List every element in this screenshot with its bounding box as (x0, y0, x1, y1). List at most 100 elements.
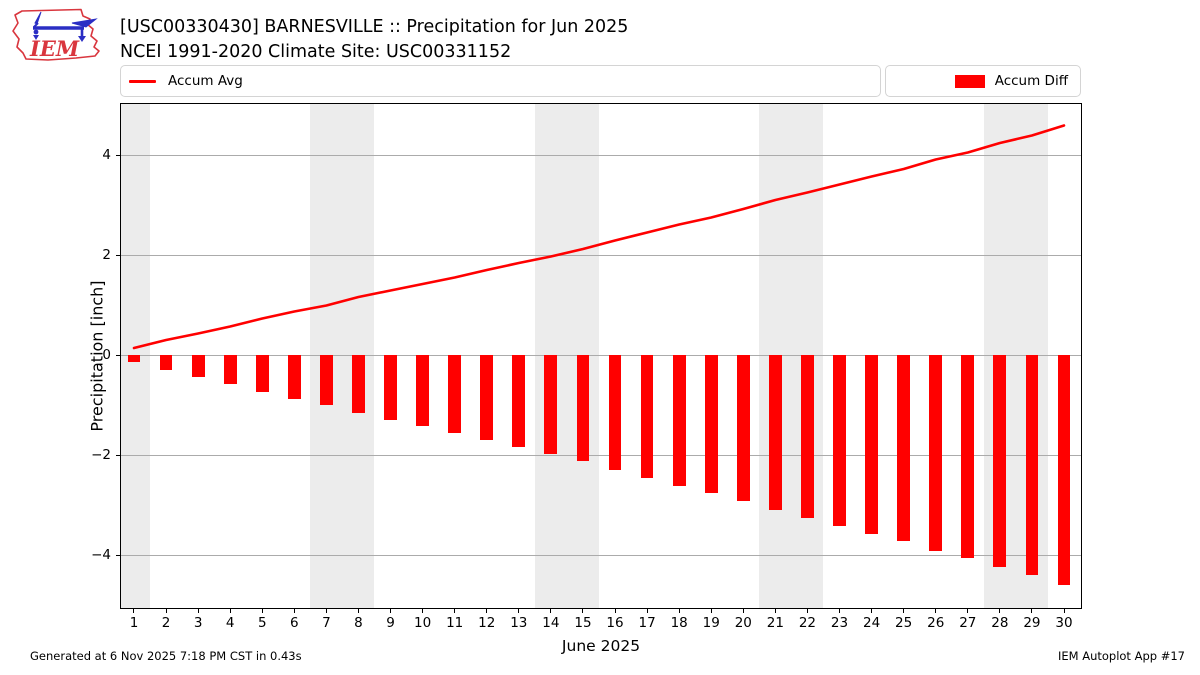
accum-diff-bar-day-17 (640, 355, 654, 478)
iem-logo: IEM (12, 8, 100, 61)
x-tick-label-11: 11 (446, 615, 464, 631)
x-tick-27 (967, 608, 969, 613)
x-tick-17 (646, 608, 648, 613)
x-tick-30 (1063, 608, 1065, 613)
x-tick-12 (486, 608, 488, 613)
page-title: [USC00330430] BARNESVILLE :: Precipitati… (120, 17, 629, 37)
x-tick-label-27: 27 (959, 615, 977, 631)
y-tick-label-2: 2 (102, 247, 111, 263)
accum-diff-bar-day-24 (865, 355, 878, 534)
x-tick-label-19: 19 (702, 615, 720, 631)
x-tick-label-16: 16 (606, 615, 624, 631)
x-tick-3 (197, 608, 199, 613)
x-tick-label-23: 23 (830, 615, 849, 631)
x-tick-label-29: 29 (1023, 615, 1041, 631)
x-tick-label-18: 18 (670, 615, 688, 631)
y-tick-4 (116, 154, 121, 156)
page-subtitle: NCEI 1991-2020 Climate Site: USC00331152 (120, 42, 512, 62)
accum-diff-bar-day-27 (961, 355, 975, 558)
accum-diff-bar-day-20 (736, 355, 750, 501)
y-tick-label--2: −2 (91, 447, 111, 463)
x-tick-2 (165, 608, 167, 613)
x-tick-label-24: 24 (862, 615, 881, 631)
x-tick-7 (325, 608, 327, 613)
gridline-y--2 (121, 454, 1081, 456)
x-tick-label-22: 22 (798, 615, 817, 631)
y-tick--2 (116, 454, 121, 456)
x-tick-19 (710, 608, 712, 613)
x-tick-23 (839, 608, 841, 613)
accum-diff-bar-day-19 (704, 355, 718, 493)
accum-diff-bar-day-2 (159, 355, 173, 370)
gridline-y-2 (121, 254, 1081, 256)
x-tick-29 (1031, 608, 1033, 613)
x-tick-label-13: 13 (510, 615, 528, 631)
x-axis-label: June 2025 (561, 637, 641, 655)
x-tick-22 (806, 608, 808, 613)
accum-diff-bar-swatch-icon (954, 74, 985, 88)
accum-diff-bar-day-14 (544, 355, 558, 454)
gridline-y-0 (121, 354, 1081, 356)
accum-diff-bar-day-29 (1025, 355, 1039, 575)
x-tick-label-26: 26 (927, 615, 945, 631)
x-tick-25 (903, 608, 905, 613)
x-tick-label-7: 7 (322, 615, 331, 631)
y-tick-2 (116, 254, 121, 256)
accum-diff-bar-day-3 (191, 355, 205, 377)
y-tick-label-0: 0 (102, 347, 111, 363)
footer-app-text: IEM Autoplot App #17 (1057, 649, 1185, 663)
x-tick-label-4: 4 (225, 615, 235, 631)
x-tick-label-5: 5 (257, 615, 267, 631)
x-tick-9 (390, 608, 392, 613)
chart-plot: June 2025 Precipitation [inch] −4 −2 0 2 4 1 2… (88, 103, 1082, 655)
accum-avg-line-swatch-icon (129, 79, 156, 83)
accum-diff-bar-day-4 (223, 355, 237, 384)
x-tick-label-25: 25 (895, 615, 913, 631)
x-tick-label-14: 14 (542, 615, 560, 631)
legend-accum-diff-label: Accum Diff (994, 73, 1068, 89)
x-tick-label-3: 3 (193, 615, 203, 631)
x-tick-label-9: 9 (386, 615, 395, 631)
footer-generated-text: Generated at 6 Nov 2025 7:18 PM CST in 0… (30, 649, 302, 663)
x-tick-20 (742, 608, 744, 613)
x-tick-28 (999, 608, 1001, 613)
x-tick-11 (454, 608, 456, 613)
y-tick-0 (116, 354, 121, 356)
x-tick-label-20: 20 (734, 615, 752, 631)
x-tick-label-10: 10 (414, 615, 432, 631)
x-tick-label-21: 21 (766, 615, 784, 631)
y-tick-label-4: 4 (102, 147, 111, 163)
accum-diff-bar-day-26 (929, 355, 943, 551)
x-tick-label-17: 17 (638, 615, 656, 631)
x-tick-label-30: 30 (1055, 615, 1073, 631)
y-tick--4 (116, 554, 121, 556)
x-tick-label-8: 8 (354, 615, 363, 631)
x-tick-5 (261, 608, 263, 613)
x-tick-label-15: 15 (574, 615, 592, 631)
x-tick-label-1: 1 (129, 615, 139, 631)
weather-vane-icon (33, 11, 98, 42)
x-tick-1 (133, 608, 135, 613)
accum-diff-bar-day-9 (384, 355, 397, 420)
accum-diff-bar-day-18 (672, 355, 686, 486)
accum-diff-bar-day-30 (1057, 355, 1071, 585)
accum-diff-bar-day-22 (801, 355, 814, 518)
accum-diff-bar-day-1 (127, 355, 141, 362)
accum-diff-bar-day-28 (993, 355, 1007, 567)
x-tick-label-28: 28 (991, 615, 1009, 631)
x-tick-label-2: 2 (161, 615, 171, 631)
x-tick-8 (357, 608, 359, 613)
x-tick-15 (582, 608, 584, 613)
x-tick-14 (550, 608, 552, 613)
x-tick-4 (229, 608, 231, 613)
accum-diff-bar-day-21 (768, 355, 782, 510)
x-tick-label-6: 6 (290, 615, 299, 631)
legend: Accum Avg Accum Diff (120, 65, 1081, 97)
accum-diff-bar-day-12 (480, 355, 494, 440)
legend-accum-avg: Accum Avg (120, 65, 881, 97)
iem-logo-text: IEM (29, 36, 80, 61)
accum-diff-bar-day-6 (287, 355, 301, 399)
x-tick-13 (518, 608, 520, 613)
x-tick-6 (293, 608, 295, 613)
